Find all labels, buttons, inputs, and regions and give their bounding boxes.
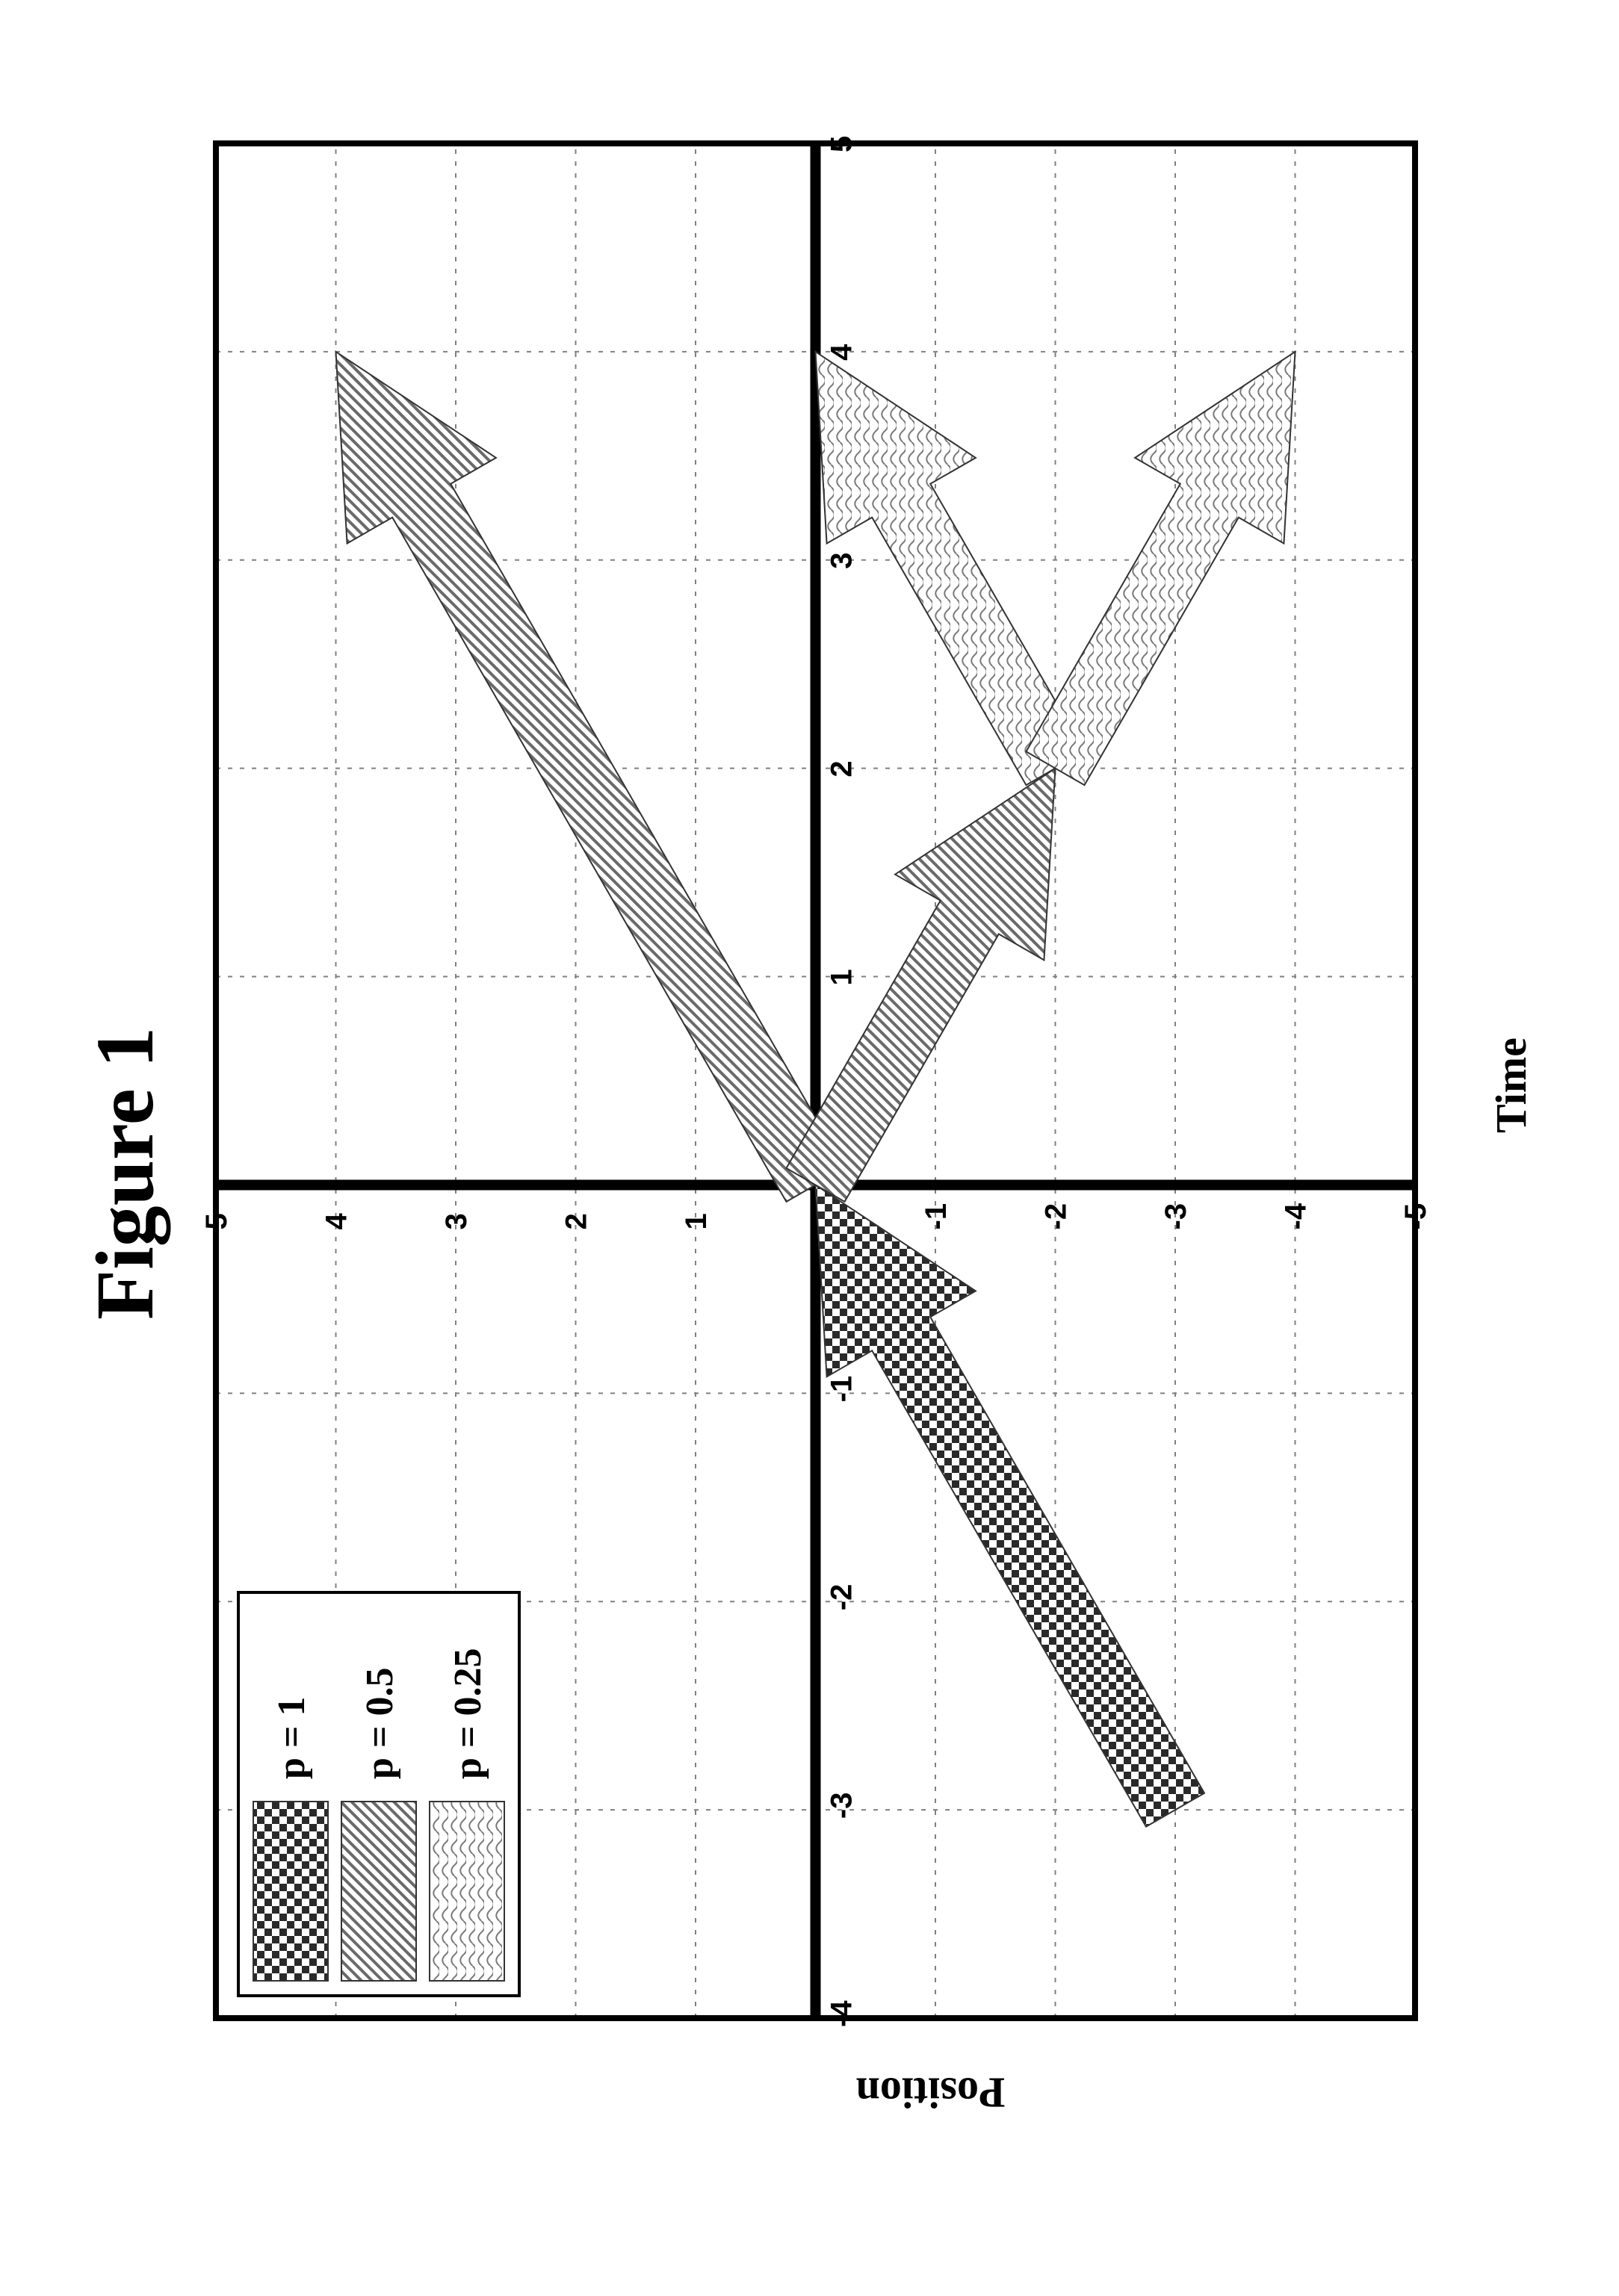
x-tick-label: -4 — [825, 2000, 858, 2027]
legend-label: p = 0.25 — [447, 1648, 489, 1779]
x-tick-label: -3 — [825, 1793, 858, 1819]
y-tick-label: 3 — [440, 1213, 473, 1229]
y-tick-label: -4 — [1279, 1203, 1312, 1229]
page: Figure 1 Time Position -4-3-2-1012345-5-… — [0, 0, 1619, 2296]
rotated-content: Figure 1 Time Position -4-3-2-1012345-5-… — [63, 84, 1557, 2212]
x-tick-label: 2 — [825, 760, 858, 777]
x-tick-label: 1 — [825, 969, 858, 985]
x-tick-label: 3 — [825, 553, 858, 569]
legend-label: p = 0.5 — [359, 1667, 401, 1779]
x-tick-label: -2 — [825, 1584, 858, 1611]
plot-area: -4-3-2-1012345-5-4-3-2-112345p = 1p = 0.… — [63, 84, 1557, 2212]
y-tick-label: -2 — [1039, 1203, 1072, 1230]
y-tick-label: 1 — [680, 1213, 713, 1229]
y-tick-label: 4 — [320, 1212, 353, 1229]
x-tick-label: 4 — [825, 344, 858, 361]
y-tick-label: -1 — [920, 1203, 953, 1230]
legend-swatch — [253, 1802, 328, 1981]
legend-swatch — [341, 1802, 416, 1981]
x-tick-label: 5 — [825, 136, 858, 152]
x-tick-label: -1 — [825, 1376, 858, 1403]
y-tick-label: 5 — [200, 1213, 233, 1229]
y-tick-label: -3 — [1160, 1203, 1192, 1230]
legend-label: p = 1 — [270, 1696, 313, 1779]
y-tick-label: 2 — [560, 1213, 592, 1229]
y-tick-label: -5 — [1399, 1203, 1432, 1230]
legend-swatch — [430, 1802, 504, 1981]
